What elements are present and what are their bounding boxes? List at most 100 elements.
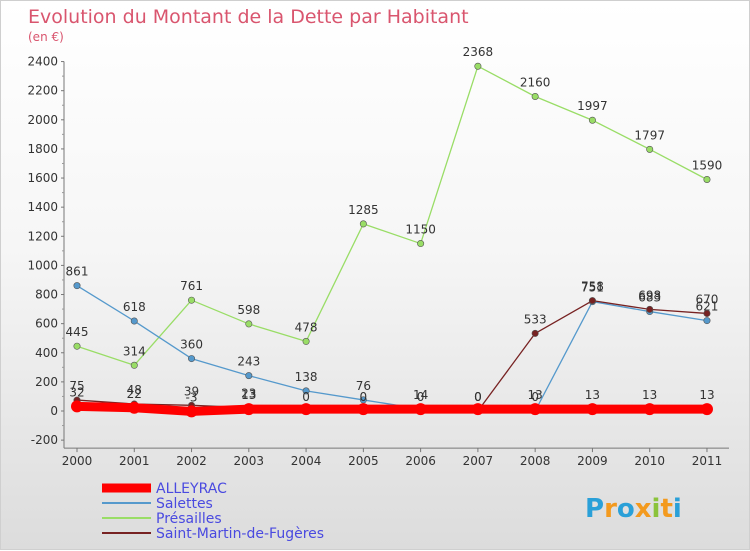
legend: ALLEYRACSalettesPrésaillesSaint-Martin-d… [102,481,324,542]
data-label: 478 [295,320,318,334]
series-0: 32 22 -3 13 13 13 13 13 [69,385,715,418]
data-point [188,355,196,363]
y-tick-label: 0 [50,404,58,418]
x-tick-label: 2004 [291,454,322,468]
data-label: 1285 [348,203,379,217]
data-label: 0 [474,390,482,404]
data-point [700,403,713,416]
data-label: 0 [302,390,310,404]
x-tick-label: 2009 [577,454,608,468]
data-point [185,405,198,418]
y-tick-label: 1000 [27,258,58,272]
y-tick-label: 400 [35,346,58,360]
data-point [302,337,310,345]
y-tick-label: 1400 [27,200,58,214]
data-point [359,220,367,228]
data-label: 138 [295,370,318,384]
chart-subtitle: (en €) [28,30,64,44]
data-point [245,372,253,380]
data-point [529,403,542,416]
data-point [703,317,711,325]
legend-item: Salettes [102,496,213,512]
data-label: 75 [69,379,84,393]
series-line [76,299,708,412]
data-point [703,175,711,183]
y-tick-label: 1200 [27,229,58,243]
data-label: 758 [581,280,604,294]
data-label: 621 [696,300,719,314]
data-label: 360 [180,338,203,352]
x-tick-label: 2010 [634,454,665,468]
data-label: 39 [184,384,199,398]
x-tick-label: 2006 [405,454,436,468]
data-point [71,400,83,413]
data-label: 2160 [520,76,551,90]
legend-item: Saint-Martin-de-Fugères [102,526,324,542]
y-tick-label: 2400 [27,55,58,69]
data-label: 243 [237,355,260,369]
data-label: 48 [127,383,142,397]
data-label: 698 [638,288,661,302]
x-tick-label: 2005 [348,454,379,468]
data-label: 1997 [577,99,608,113]
data-label: 22 [127,387,142,401]
data-point [128,401,141,414]
series-line [76,285,708,412]
x-tick-label: 2008 [520,454,551,468]
legend-item: ALLEYRAC [102,481,227,497]
legend-label: Salettes [156,496,213,512]
proxiti-logo: Proxiti [585,494,682,524]
data-point [588,297,596,305]
data-point [417,240,425,248]
logo-letter: r [604,494,617,524]
data-point [130,361,138,369]
data-label: 314 [123,344,146,358]
x-tick-label: 2003 [234,454,265,468]
data-point [414,403,427,416]
legend-label: Saint-Martin-de-Fugères [156,526,324,542]
series-3: 75 48 39 23 0 0 0 0 533 758 698 670 [69,280,718,415]
data-point [643,403,656,416]
data-point [531,329,539,337]
data-point [586,403,599,416]
logo-letter: i [673,494,682,524]
logo-letter: x [635,494,652,524]
data-point [130,317,138,325]
data-point [242,403,255,416]
x-tick-label: 2011 [692,454,723,468]
data-label: 861 [66,265,89,279]
series-2: 445 314 761 598 478 1285 1150 2368 2160 1997 1797 1… [66,45,723,369]
data-label: 0 [360,390,368,404]
data-label: -3 [186,390,198,404]
y-tick-label: 800 [35,288,58,302]
y-tick-label: -200 [31,433,58,447]
data-point [300,403,313,416]
y-tick-label: 1600 [27,171,58,185]
data-label: 1590 [692,158,723,172]
data-label: 1797 [634,128,665,142]
data-point [73,342,81,350]
data-label: 0 [531,390,539,404]
axes: -200020040060080010001200140016001800200… [27,55,729,468]
data-point [646,305,654,313]
data-point [188,296,196,304]
y-tick-label: 600 [35,317,58,331]
data-label: 13 [642,388,657,402]
data-label: 598 [237,303,260,317]
data-point [474,62,482,70]
data-label: 683 [638,291,661,305]
data-label: 76 [356,379,371,393]
series-line [76,401,707,416]
y-tick-label: 200 [35,375,58,389]
data-point [703,309,711,317]
data-point [357,403,370,416]
data-point [531,93,539,101]
data-label: 32 [69,385,84,399]
data-label: 14 [413,388,428,402]
y-tick-label: 2200 [27,84,58,98]
y-tick-label: 2000 [27,113,58,127]
legend-label: Présailles [156,511,222,527]
data-label: 618 [123,300,146,314]
data-point [471,403,484,416]
